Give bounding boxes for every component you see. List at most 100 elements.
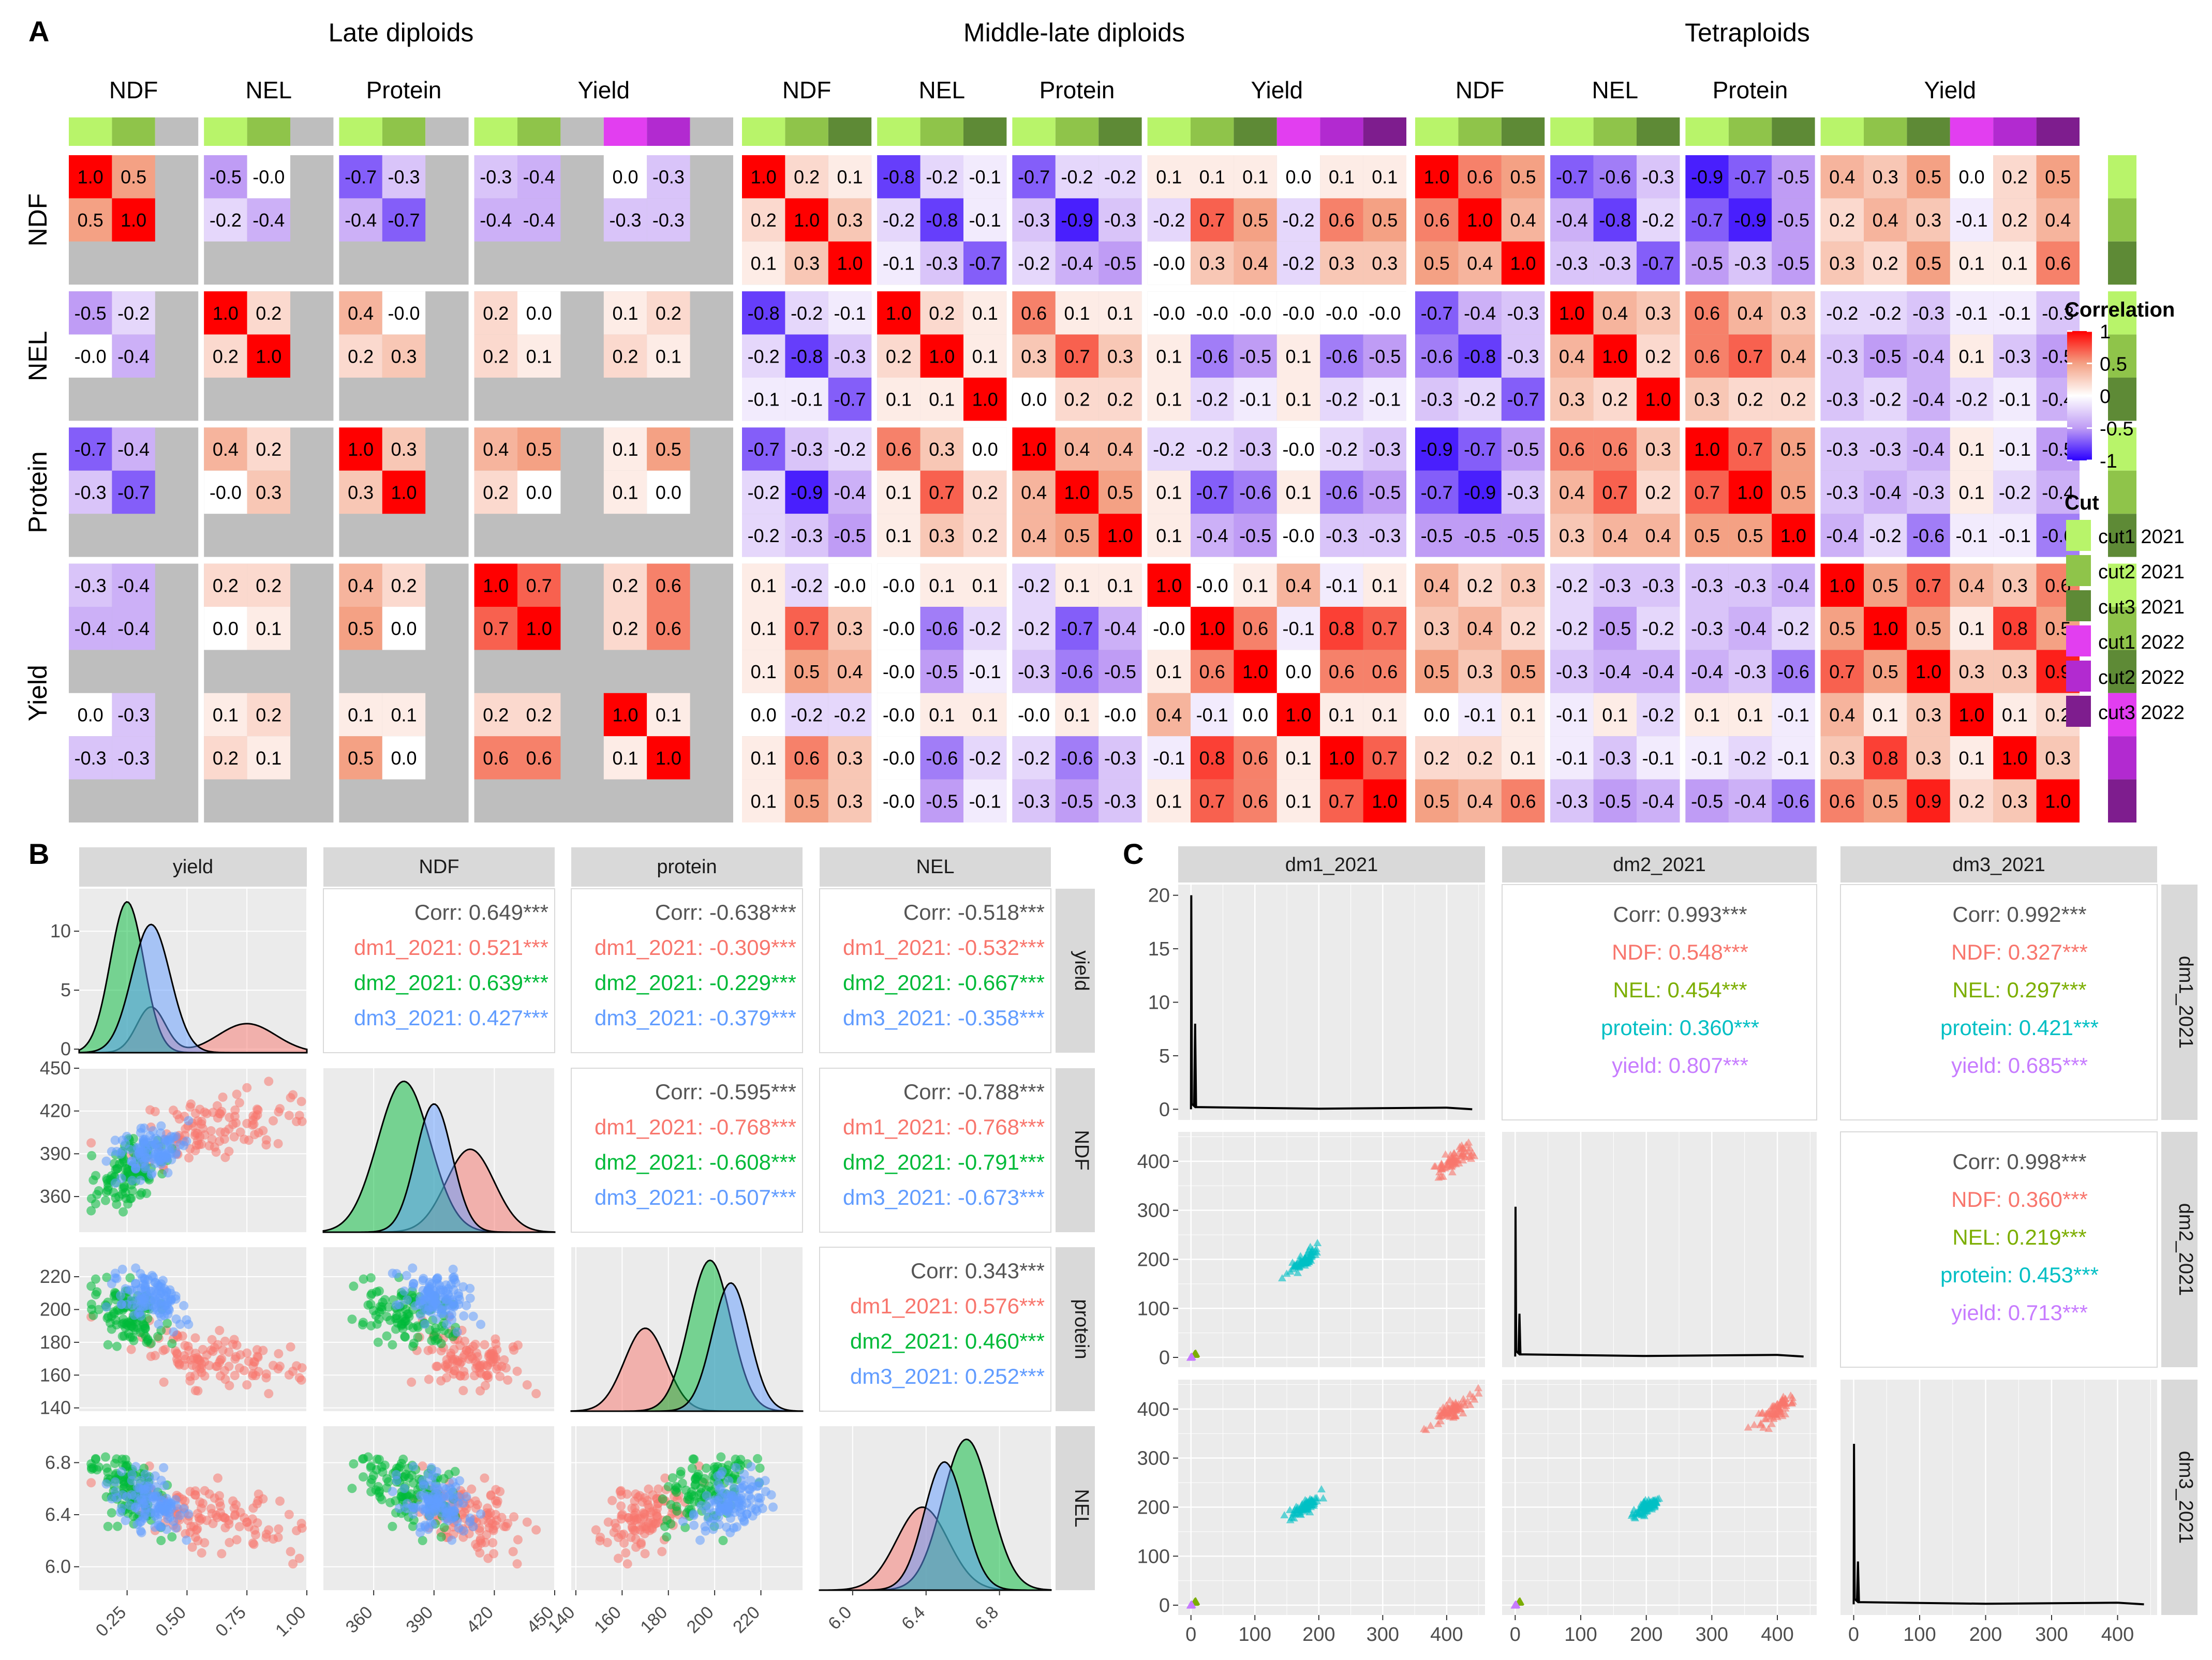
facet-label-top: NEL (916, 856, 955, 878)
heatmap-cell (963, 427, 1007, 471)
scatter-point-dm1 (225, 1381, 234, 1390)
cell-value: -0.7 (834, 389, 866, 410)
heatmap-cell (1191, 470, 1234, 514)
scatter-point-dm3 (141, 1153, 151, 1162)
heatmap-cell (1320, 427, 1363, 471)
heatmap-cell (1276, 563, 1320, 607)
cell-value: 0.2 (1645, 346, 1671, 367)
heatmap-cell (1012, 779, 1056, 822)
cell-value: 0.0 (972, 439, 998, 460)
scatter-point-dm3 (116, 1299, 126, 1309)
heatmap-cell (69, 334, 112, 378)
heatmap-cell (920, 736, 963, 780)
cell-value: 1.0 (972, 389, 998, 410)
heatmap-cell (1276, 427, 1320, 471)
scatter-point-dm3 (449, 1297, 458, 1307)
cell-value: 0.5 (656, 439, 681, 460)
heatmap-cell (828, 241, 872, 285)
cell-value: -0.3 (1104, 210, 1136, 231)
heatmap-cell (603, 334, 647, 378)
scatter-panel-NEL-NDF (323, 1426, 555, 1590)
axis-tick-label-x: 200 (1969, 1624, 2002, 1646)
heatmap-cell (1012, 378, 1056, 421)
cell-value: -0.3 (1826, 482, 1858, 503)
group-title: Tetraploids (1685, 18, 1810, 47)
scatter-point-dm1 (225, 1113, 234, 1123)
scatter-point-dm3 (140, 1506, 150, 1516)
heatmap-cell (1098, 241, 1142, 285)
cell-value: -0.0 (883, 790, 915, 812)
heatmap-cell (647, 563, 690, 607)
column-cut-strip (1415, 117, 1459, 146)
cell-value: 0.4 (1156, 705, 1182, 726)
corr-label: dm3_2021: -0.358*** (843, 1006, 1045, 1030)
cell-value: 0.0 (612, 167, 638, 188)
cell-value: 0.2 (483, 705, 509, 726)
cell-value: -0.3 (1239, 439, 1271, 460)
cell-value: -0.4 (1599, 661, 1631, 682)
cell-value: 1.0 (1372, 790, 1398, 812)
heatmap-cell (112, 736, 155, 780)
cell-value: -0.1 (791, 389, 823, 410)
axis-tick-label-x: 400 (1430, 1624, 1463, 1646)
heatmap-cell (963, 650, 1007, 693)
heatmap-cell (1191, 650, 1234, 693)
heatmap-cell (1820, 155, 1864, 199)
column-cut-strip (155, 117, 199, 146)
cell-value: 0.1 (1156, 482, 1182, 503)
cell-value: -0.7 (388, 210, 420, 231)
heatmap-cell (204, 563, 247, 607)
scatter-point-dm1 (215, 1326, 225, 1336)
cell-value: 0.3 (1645, 303, 1671, 324)
heatmap-cell (382, 291, 426, 335)
heatmap-cell (204, 291, 247, 335)
scatter-point-dm1 (512, 1559, 522, 1569)
scatter-point-dm1 (480, 1537, 490, 1547)
column-cut-strip (603, 117, 647, 146)
heatmap-cell (1320, 779, 1363, 822)
cell-value: 1.0 (1829, 575, 1855, 596)
scatter-point-dm3 (115, 1149, 125, 1159)
scatter-point-dm3 (689, 1520, 699, 1530)
scatter-point-dm1 (190, 1386, 200, 1396)
heatmap-cell (474, 291, 517, 335)
axis-tick-label-y: 140 (40, 1397, 71, 1418)
heatmap-cell (742, 693, 785, 737)
scatter-point-dm1 (297, 1116, 307, 1126)
scatter-point-dm1 (248, 1503, 258, 1513)
colorbar-tick-label: -1 (2100, 451, 2117, 472)
cell-value: -0.2 (1018, 253, 1050, 274)
heatmap-cell (828, 427, 872, 471)
heatmap-group-late-diploids: Late diploids NDF NEL Protein Yield 1.0 0.5 -0.… (69, 18, 733, 822)
cell-value: -0.7 (969, 253, 1001, 274)
heatmap-cell (247, 470, 290, 514)
heatmap-cell (1864, 155, 1907, 199)
cell-value: -0.1 (1153, 747, 1185, 769)
heatmap-cell (1098, 470, 1142, 514)
heatmap-cell (877, 779, 921, 822)
scatter-point-dm1 (482, 1371, 492, 1381)
heatmap-cell (742, 291, 785, 335)
heatmap-cell (1772, 198, 1815, 242)
heatmap-cell (603, 563, 647, 607)
column-cut-strip (2036, 117, 2080, 146)
heatmap-cell (963, 378, 1007, 421)
heatmap-cell (1320, 514, 1363, 557)
cell-value: 0.3 (1645, 439, 1671, 460)
cut-legend-label: cut1 2021 (2098, 526, 2185, 548)
heatmap-cell (1147, 693, 1191, 737)
scatter-point-dm1 (231, 1352, 241, 1362)
column-cut-strip (247, 117, 290, 146)
scatter-point-dm3 (116, 1173, 126, 1183)
heatmap-cell (1191, 779, 1234, 822)
scatter-point-dm1 (499, 1521, 509, 1531)
scatter-point-dm1 (286, 1547, 295, 1557)
heatmap-cell (647, 198, 690, 242)
scatter-point-dm3 (402, 1270, 411, 1280)
cell-value: -0.5 (1369, 346, 1401, 367)
scatter-point-dm2 (755, 1463, 765, 1473)
scatter-point-dm2 (167, 1339, 177, 1349)
heatmap-cell (517, 155, 561, 199)
cell-value: 0.1 (1107, 575, 1133, 596)
scatter-point-dm1 (264, 1525, 274, 1535)
